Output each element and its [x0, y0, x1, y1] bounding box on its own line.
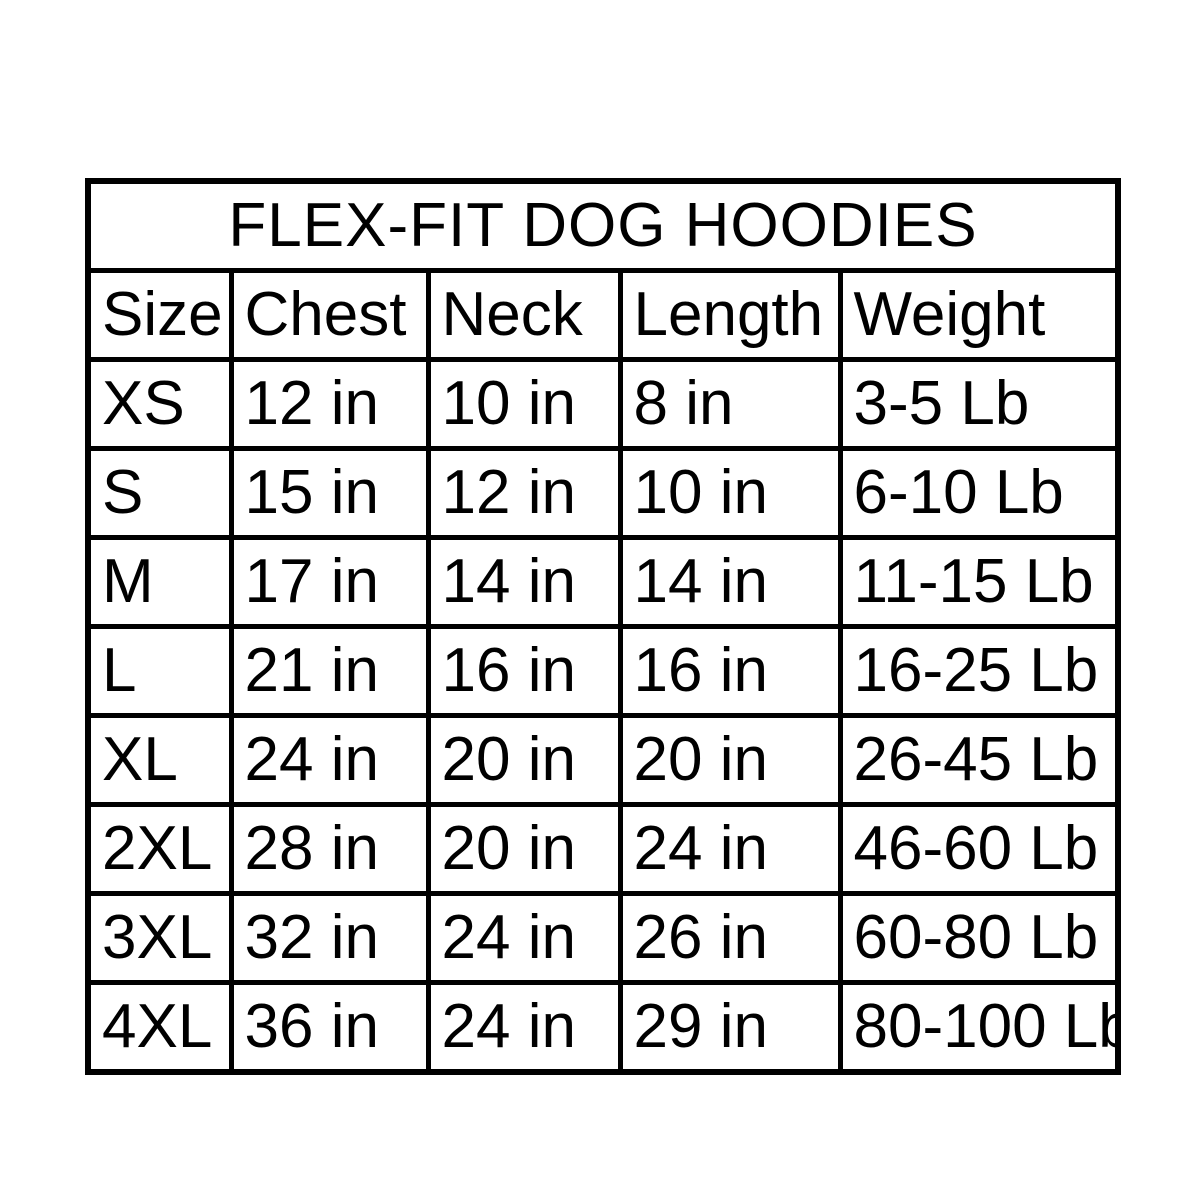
- header-cell-chest: Chest: [228, 268, 431, 362]
- table-cell: XS: [85, 357, 234, 451]
- table-row: 4XL 36 in 24 in 29 in 80-100 Lb: [85, 980, 1121, 1075]
- table-cell: 14 in: [425, 535, 623, 629]
- table-cell: L: [85, 624, 234, 718]
- table-cell: 26-45 Lb: [837, 713, 1121, 807]
- table-cell: 17 in: [228, 535, 431, 629]
- title-row: FLEX-FIT DOG HOODIES: [85, 178, 1121, 273]
- table-cell: 3-5 Lb: [837, 357, 1121, 451]
- table-cell: 10 in: [425, 357, 623, 451]
- table-cell: 24 in: [617, 802, 843, 896]
- table-cell: 12 in: [228, 357, 431, 451]
- table-cell: 15 in: [228, 446, 431, 540]
- table-cell: 26 in: [617, 891, 843, 985]
- table-cell: 36 in: [228, 980, 431, 1075]
- table-cell: 80-100 Lb: [837, 980, 1121, 1075]
- table-row: L 21 in 16 in 16 in 16-25 Lb: [85, 624, 1121, 718]
- table-cell: 60-80 Lb: [837, 891, 1121, 985]
- table-cell: M: [85, 535, 234, 629]
- table-cell: 14 in: [617, 535, 843, 629]
- table-cell: 24 in: [425, 980, 623, 1075]
- table-cell: 11-15 Lb: [837, 535, 1121, 629]
- table-row: XS 12 in 10 in 8 in 3-5 Lb: [85, 357, 1121, 451]
- table-row: M 17 in 14 in 14 in 11-15 Lb: [85, 535, 1121, 629]
- table-cell: 32 in: [228, 891, 431, 985]
- table-row: XL 24 in 20 in 20 in 26-45 Lb: [85, 713, 1121, 807]
- table-row: S 15 in 12 in 10 in 6-10 Lb: [85, 446, 1121, 540]
- chart-title: FLEX-FIT DOG HOODIES: [85, 178, 1121, 273]
- table-cell: 20 in: [425, 713, 623, 807]
- table-cell: 16-25 Lb: [837, 624, 1121, 718]
- table-cell: 8 in: [617, 357, 843, 451]
- table-cell: XL: [85, 713, 234, 807]
- table-cell: 10 in: [617, 446, 843, 540]
- table-cell: 16 in: [425, 624, 623, 718]
- header-cell-neck: Neck: [425, 268, 623, 362]
- table-cell: 16 in: [617, 624, 843, 718]
- header-cell-length: Length: [617, 268, 843, 362]
- table-row: 2XL 28 in 20 in 24 in 46-60 Lb: [85, 802, 1121, 896]
- table-cell: 29 in: [617, 980, 843, 1075]
- table-cell: 3XL: [85, 891, 234, 985]
- table-cell: 21 in: [228, 624, 431, 718]
- table-cell: 6-10 Lb: [837, 446, 1121, 540]
- table-cell: 20 in: [617, 713, 843, 807]
- size-chart-table: FLEX-FIT DOG HOODIES Size Chest Neck Length…: [85, 178, 1122, 1075]
- table-cell: S: [85, 446, 234, 540]
- table-cell: 4XL: [85, 980, 234, 1075]
- table-cell: 24 in: [228, 713, 431, 807]
- table-cell: 28 in: [228, 802, 431, 896]
- table-row: 3XL 32 in 24 in 26 in 60-80 Lb: [85, 891, 1121, 985]
- table-cell: 12 in: [425, 446, 623, 540]
- table-cell: 2XL: [85, 802, 234, 896]
- table-cell: 24 in: [425, 891, 623, 985]
- table-cell: 46-60 Lb: [837, 802, 1121, 896]
- table-cell: 20 in: [425, 802, 623, 896]
- header-row: Size Chest Neck Length Weight: [85, 268, 1121, 362]
- header-cell-size: Size: [85, 268, 234, 362]
- header-cell-weight: Weight: [837, 268, 1121, 362]
